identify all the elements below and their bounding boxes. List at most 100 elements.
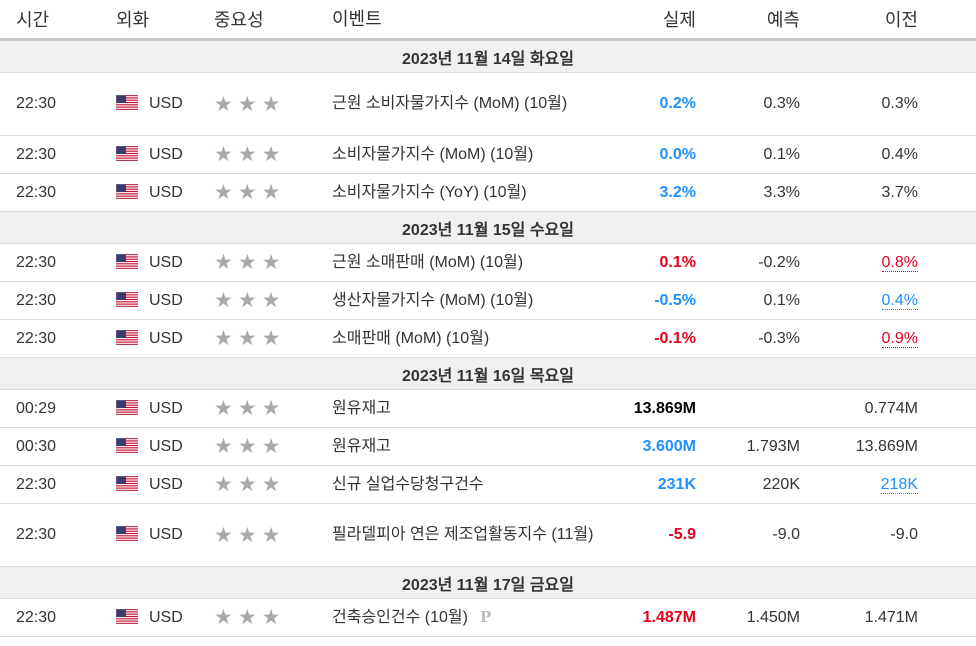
star-icon: ★ [261, 289, 281, 312]
event-row[interactable]: 00:29 USD ★ ★ ★ 원유재고 13.869M 0.774M [0, 389, 976, 428]
star-icon: ★ [214, 523, 233, 547]
event-currency: USD [98, 281, 196, 320]
star-icon: ★ [261, 181, 281, 204]
header-time[interactable]: 시간 [0, 0, 98, 41]
event-name-cell[interactable]: 생산자물가지수 (MoM) (10월) [332, 281, 612, 320]
event-row[interactable]: 22:30 USD ★ ★ ★ 근원 소매판매 (MoM) (10월) 0.1% -0.2% 0… [0, 243, 976, 282]
event-name[interactable]: 건축승인건수 (10월) [332, 609, 468, 626]
currency-code: USD [149, 475, 183, 493]
event-previous: 0.4% [804, 281, 976, 320]
star-icon: ★ [237, 327, 257, 350]
header-forecast[interactable]: 예측 [700, 0, 804, 41]
event-actual: 3.2% [612, 173, 700, 212]
event-name-cell[interactable]: 신규 실업수당청구건수 [332, 465, 612, 504]
event-name-cell[interactable]: 근원 소매판매 (MoM) (10월) [332, 243, 612, 282]
us-flag-icon [115, 183, 139, 199]
event-row[interactable]: 22:30 USD ★ ★ ★ 필라델피아 연은 제조업활동지수 (11월) -5.9 -9.… [0, 503, 976, 567]
header-actual[interactable]: 실제 [612, 0, 700, 41]
header-currency[interactable]: 외화 [98, 0, 196, 41]
date-row: 2023년 11월 14일 화요일 [0, 39, 976, 73]
event-name[interactable]: 원유재고 [332, 399, 391, 417]
event-name[interactable]: 근원 소비자물가지수 (MoM) (10월) [332, 95, 568, 112]
event-name[interactable]: 생산자물가지수 (MoM) (10월) [332, 291, 534, 309]
previous-value: 1.471M [864, 608, 918, 626]
event-previous: -9.0 [804, 503, 976, 567]
date-row: 2023년 11월 15일 수요일 [0, 211, 976, 244]
event-row[interactable]: 22:30 USD ★ ★ ★ 소매판매 (MoM) (10월) -0.1% -0.3% 0.9… [0, 319, 976, 358]
event-time: 22:30 [0, 503, 98, 567]
event-previous: 0.8% [804, 243, 976, 282]
star-icon: ★ [214, 143, 233, 166]
us-flag-icon [115, 329, 139, 345]
header-importance[interactable]: 중요성 [196, 0, 332, 41]
date-row: 2023년 11월 17일 금요일 [0, 566, 976, 599]
event-forecast: -0.3% [700, 319, 804, 358]
event-currency: USD [98, 427, 196, 466]
header-previous[interactable]: 이전 [804, 0, 976, 41]
currency-code: USD [149, 145, 183, 163]
event-actual: 1.487M [612, 598, 700, 637]
event-currency: USD [98, 598, 196, 637]
event-currency: USD [98, 135, 196, 174]
star-icon: ★ [261, 397, 281, 420]
importance-stars: ★ ★ ★ [196, 173, 332, 212]
event-forecast: -9.0 [700, 503, 804, 567]
event-name-cell[interactable]: 건축승인건수 (10월) P [332, 598, 612, 637]
star-icon: ★ [261, 92, 281, 116]
event-time: 22:30 [0, 135, 98, 174]
date-heading: 2023년 11월 17일 금요일 [0, 566, 976, 599]
previous-value: 3.7% [881, 183, 918, 201]
header-event[interactable]: 이벤트 [332, 0, 612, 41]
star-icon: ★ [214, 327, 233, 350]
star-icon: ★ [214, 397, 233, 420]
event-name-cell[interactable]: 소비자물가지수 (MoM) (10월) [332, 135, 612, 174]
event-actual: 3.600M [612, 427, 700, 466]
star-icon: ★ [214, 606, 233, 629]
event-previous: 3.7% [804, 173, 976, 212]
importance-stars: ★ ★ ★ [196, 503, 332, 567]
event-row[interactable]: 22:30 USD ★ ★ ★ 신규 실업수당청구건수 231K 220K 218K [0, 465, 976, 504]
star-icon: ★ [214, 289, 233, 312]
previous-value[interactable]: 218K [880, 475, 918, 494]
event-name[interactable]: 소비자물가지수 (MoM) (10월) [332, 145, 534, 163]
event-currency: USD [98, 389, 196, 428]
event-name-cell[interactable]: 소매판매 (MoM) (10월) [332, 319, 612, 358]
event-name[interactable]: 필라델피아 연은 제조업활동지수 (11월) [332, 526, 594, 543]
previous-value: 13.869M [855, 437, 918, 455]
event-name-cell[interactable]: 필라델피아 연은 제조업활동지수 (11월) [332, 503, 612, 567]
star-icon: ★ [237, 606, 257, 629]
us-flag-icon [115, 399, 139, 415]
event-time: 00:30 [0, 427, 98, 466]
currency-code: USD [149, 526, 183, 543]
event-name[interactable]: 소비자물가지수 (YoY) (10월) [332, 183, 527, 201]
event-row[interactable]: 22:30 USD ★ ★ ★ 소비자물가지수 (MoM) (10월) 0.0% 0.1% 0.… [0, 135, 976, 174]
event-name-cell[interactable]: 소비자물가지수 (YoY) (10월) [332, 173, 612, 212]
event-name[interactable]: 신규 실업수당청구건수 [332, 475, 484, 493]
currency-code: USD [149, 399, 183, 417]
event-currency: USD [98, 503, 196, 567]
event-time: 22:30 [0, 72, 98, 136]
calendar-body: 2023년 11월 14일 화요일 22:30 USD ★ ★ ★ 근원 소비자물가지수 (… [0, 39, 976, 637]
event-row[interactable]: 00:30 USD ★ ★ ★ 원유재고 3.600M 1.793M 13.869M [0, 427, 976, 466]
star-icon: ★ [261, 435, 281, 458]
event-name[interactable]: 원유재고 [332, 437, 391, 455]
previous-value: 0.3% [881, 95, 918, 112]
event-name-cell[interactable]: 원유재고 [332, 427, 612, 466]
event-name[interactable]: 소매판매 (MoM) (10월) [332, 329, 490, 347]
event-name-cell[interactable]: 원유재고 [332, 389, 612, 428]
star-icon: ★ [214, 181, 233, 204]
event-previous: 218K [804, 465, 976, 504]
event-name[interactable]: 근원 소매판매 (MoM) (10월) [332, 253, 524, 271]
event-row[interactable]: 22:30 USD ★ ★ ★ 건축승인건수 (10월) P 1.487M 1.450M 1.47… [0, 598, 976, 637]
previous-value[interactable]: 0.8% [881, 253, 918, 272]
event-previous: 0.774M [804, 389, 976, 428]
importance-stars: ★ ★ ★ [196, 598, 332, 637]
event-name-cell[interactable]: 근원 소비자물가지수 (MoM) (10월) [332, 72, 612, 136]
event-row[interactable]: 22:30 USD ★ ★ ★ 소비자물가지수 (YoY) (10월) 3.2% 3.3% 3.… [0, 173, 976, 212]
previous-value[interactable]: 0.9% [881, 329, 918, 348]
event-row[interactable]: 22:30 USD ★ ★ ★ 생산자물가지수 (MoM) (10월) -0.5% 0.1% 0… [0, 281, 976, 320]
previous-value[interactable]: 0.4% [881, 291, 918, 310]
previous-value: -9.0 [890, 526, 918, 543]
event-row[interactable]: 22:30 USD ★ ★ ★ 근원 소비자물가지수 (MoM) (10월) 0.2% 0.3… [0, 72, 976, 136]
event-forecast: -0.2% [700, 243, 804, 282]
